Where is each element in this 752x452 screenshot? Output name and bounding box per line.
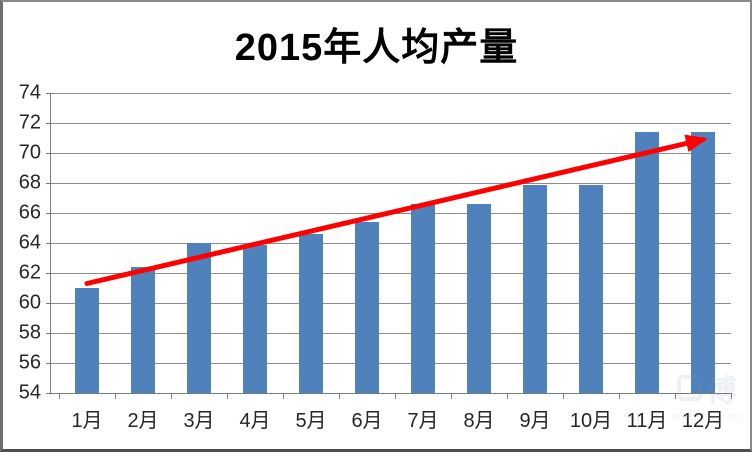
y-axis-tick <box>46 393 51 394</box>
x-axis-label: 4月 <box>239 410 271 432</box>
gridline <box>51 123 731 124</box>
bar-10月 <box>579 184 603 393</box>
y-axis-label: 70 <box>18 141 41 164</box>
x-axis-tick <box>563 393 564 399</box>
bar-4月 <box>243 244 267 393</box>
category-slot: 2月 <box>115 93 171 432</box>
x-axis-tick <box>171 393 172 399</box>
y-axis-tick <box>46 153 51 154</box>
gridline <box>51 243 731 244</box>
y-axis-tick <box>46 123 51 124</box>
bar-7月 <box>411 204 435 393</box>
x-axis-label: 3月 <box>183 410 215 432</box>
y-axis-tick <box>46 213 51 214</box>
y-axis-label: 56 <box>18 351 41 374</box>
gridline <box>51 363 731 364</box>
bar-2月 <box>131 267 155 393</box>
x-axis-tick <box>619 393 620 399</box>
y-axis-tick <box>46 273 51 274</box>
x-axis-label: 5月 <box>295 410 327 432</box>
y-axis-label: 72 <box>18 111 41 134</box>
gridline <box>51 393 731 394</box>
bar-1月 <box>75 288 99 393</box>
gridline <box>51 333 731 334</box>
y-axis-label: 74 <box>18 81 41 104</box>
x-axis-label: 8月 <box>463 410 495 432</box>
x-axis-label: 2月 <box>127 410 159 432</box>
y-axis-tick <box>46 303 51 304</box>
gridline <box>51 183 731 184</box>
bar-8月 <box>467 204 491 393</box>
x-axis-tick <box>339 393 340 399</box>
x-axis-tick <box>731 393 732 399</box>
x-axis-tick <box>115 393 116 399</box>
bar-6月 <box>355 222 379 393</box>
bar-12月 <box>691 132 715 393</box>
gridline <box>51 93 731 94</box>
y-axis-label: 58 <box>18 321 41 344</box>
x-axis-tick <box>59 393 60 399</box>
bar-3月 <box>187 243 211 393</box>
y-axis-label: 68 <box>18 171 41 194</box>
chart-title: 2015年人均产量 <box>234 27 519 69</box>
gridline <box>51 153 731 154</box>
y-axis-tick <box>46 243 51 244</box>
category-slot: 4月 <box>227 93 283 432</box>
gridline <box>51 273 731 274</box>
bar-11月 <box>635 132 659 393</box>
category-slot: 1月 <box>59 93 115 432</box>
x-axis-label: 7月 <box>407 410 439 432</box>
x-axis-label: 9月 <box>519 410 551 432</box>
trend-arrow <box>84 134 708 286</box>
bars-layer: 1月 2月 3月 4月 5月 6月 7月 8月 9月 10月 11月 12月 <box>59 93 731 432</box>
x-axis-label: 10月 <box>569 410 613 432</box>
x-axis-label: 1月 <box>71 410 103 432</box>
y-axis-label: 62 <box>18 261 41 284</box>
category-slot: 5月 <box>283 93 339 432</box>
y-axis-tick <box>46 93 51 94</box>
x-axis-tick <box>675 393 676 399</box>
category-slot: 8月 <box>451 93 507 432</box>
y-axis-label: 66 <box>18 201 41 224</box>
y-axis-label: 54 <box>18 381 41 404</box>
x-axis-label: 6月 <box>351 410 383 432</box>
y-axis-label: 64 <box>18 231 41 254</box>
category-slot: 6月 <box>339 93 395 432</box>
x-axis-tick <box>395 393 396 399</box>
y-axis-tick <box>46 183 51 184</box>
category-slot: 10月 <box>563 93 619 432</box>
y-axis-tick <box>46 333 51 334</box>
x-axis-label: 11月 <box>626 410 668 432</box>
x-axis-tick <box>451 393 452 399</box>
bar-5月 <box>299 234 323 393</box>
x-axis-tick <box>507 393 508 399</box>
plot-area: 54 56 58 60 62 64 66 68 70 72 74 1月 2月 3月 4月 5月 6月 7月 8月 9… <box>19 82 732 432</box>
x-axis-tick <box>283 393 284 399</box>
x-axis-tick <box>227 393 228 399</box>
y-axis-tick <box>46 363 51 364</box>
category-slot: 11月 <box>619 93 675 432</box>
category-slot: 3月 <box>171 93 227 432</box>
category-slot: 7月 <box>395 93 451 432</box>
bar-9月 <box>523 184 547 393</box>
x-axis-label: 12月 <box>681 410 725 432</box>
category-slot: 12月 <box>675 93 731 432</box>
y-axis-label: 60 <box>18 291 41 314</box>
gridline <box>51 303 731 304</box>
category-slot: 9月 <box>507 93 563 432</box>
